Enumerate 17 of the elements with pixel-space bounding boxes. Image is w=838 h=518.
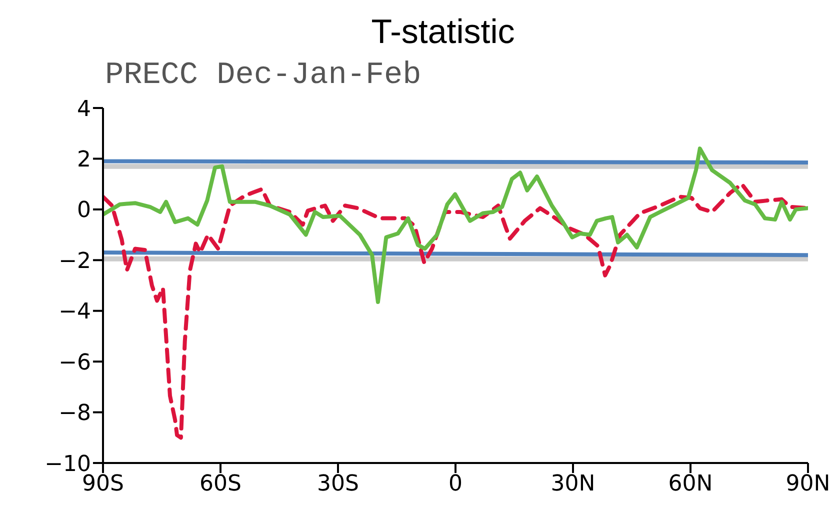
line-series xyxy=(103,182,808,440)
x-tick-label: 30S xyxy=(317,472,359,497)
chart-title: T-statistic xyxy=(370,12,516,53)
line-series xyxy=(103,146,808,304)
y-tick-label: −8 xyxy=(58,401,91,426)
chart-subtitle: PRECC Dec-Jan-Feb xyxy=(104,57,422,95)
x-tick-label: 90N xyxy=(786,472,830,497)
x-tick-label: 30N xyxy=(550,472,596,497)
y-tick-label: 0 xyxy=(77,198,91,224)
x-tick-label: 60N xyxy=(668,472,713,497)
y-tick-label: −2 xyxy=(58,248,91,274)
x-tick-label: 60S xyxy=(200,472,242,497)
y-tick-label: −4 xyxy=(58,300,91,325)
x-tick-label: 0 xyxy=(448,472,462,497)
y-tick-label: −6 xyxy=(58,350,91,376)
y-tick-label: 2 xyxy=(77,148,91,173)
y-tick-label: 4 xyxy=(77,96,91,122)
